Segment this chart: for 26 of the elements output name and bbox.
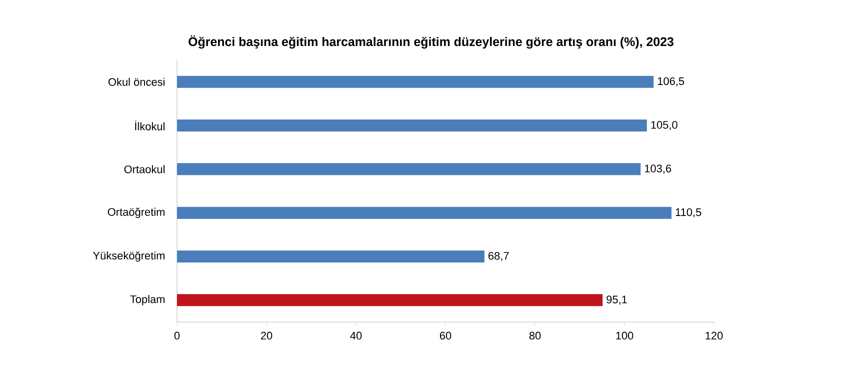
y-tick-label: Okul öncesi	[108, 78, 164, 86]
y-tick-label: Ortaöğretim	[108, 208, 165, 218]
bar	[177, 163, 641, 176]
x-tick-label: 0	[174, 332, 180, 340]
x-tick-label: 60	[440, 332, 452, 340]
bar	[177, 294, 603, 306]
y-tick-label: Ortaokul	[124, 165, 164, 174]
bar	[177, 250, 484, 263]
data-label: 68,7	[488, 252, 509, 262]
bar	[177, 206, 672, 219]
x-tick-label: 120	[706, 332, 723, 340]
x-tick-label: 20	[260, 332, 272, 340]
y-tick-label: İlkokul	[135, 120, 164, 130]
bar	[177, 76, 654, 88]
data-label: 110,5	[676, 208, 702, 218]
bar	[177, 120, 647, 132]
x-tick-label: 80	[529, 332, 541, 340]
x-tick-label: 40	[350, 332, 362, 340]
data-label: 103,6	[644, 164, 672, 174]
y-tick-label: Toplam	[130, 295, 165, 306]
chart-title: Öğrenci başına eğitim harcamalarının eğitim düzeylerine göre artış oranı (%), 2023	[188, 35, 674, 49]
data-label: 105,0	[651, 120, 678, 130]
data-label: 106,5	[658, 77, 684, 86]
y-tick-label: Yükseköğretim	[92, 251, 165, 262]
x-tick-label: 100	[616, 332, 634, 340]
data-label: 95,1	[606, 296, 627, 305]
